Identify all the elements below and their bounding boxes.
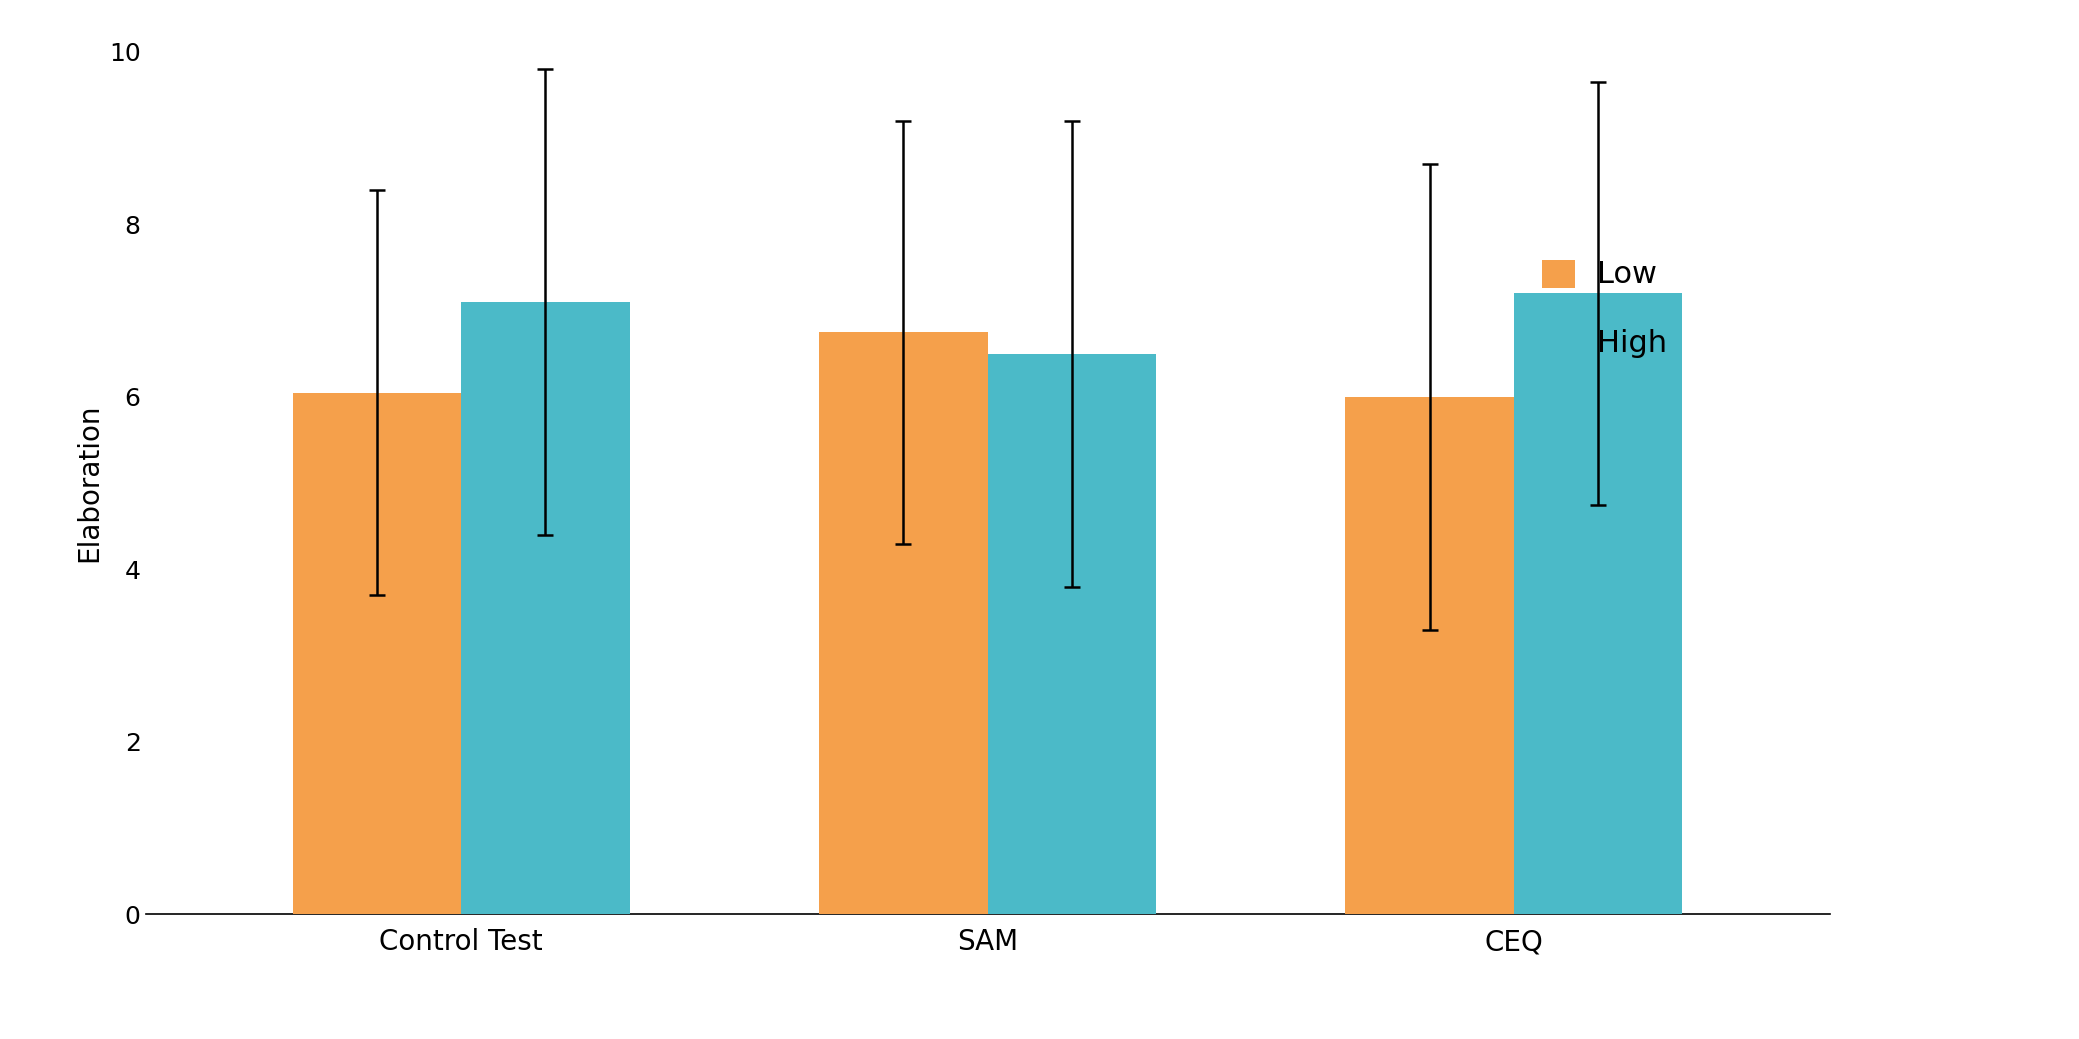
Bar <box>1345 397 1514 914</box>
Legend: Low, High: Low, High <box>1543 257 1667 357</box>
Bar <box>988 353 1156 914</box>
Bar <box>819 332 988 914</box>
Bar <box>293 393 462 914</box>
Y-axis label: Elaboration: Elaboration <box>75 404 104 562</box>
Bar <box>462 302 630 914</box>
Bar <box>1514 293 1682 914</box>
